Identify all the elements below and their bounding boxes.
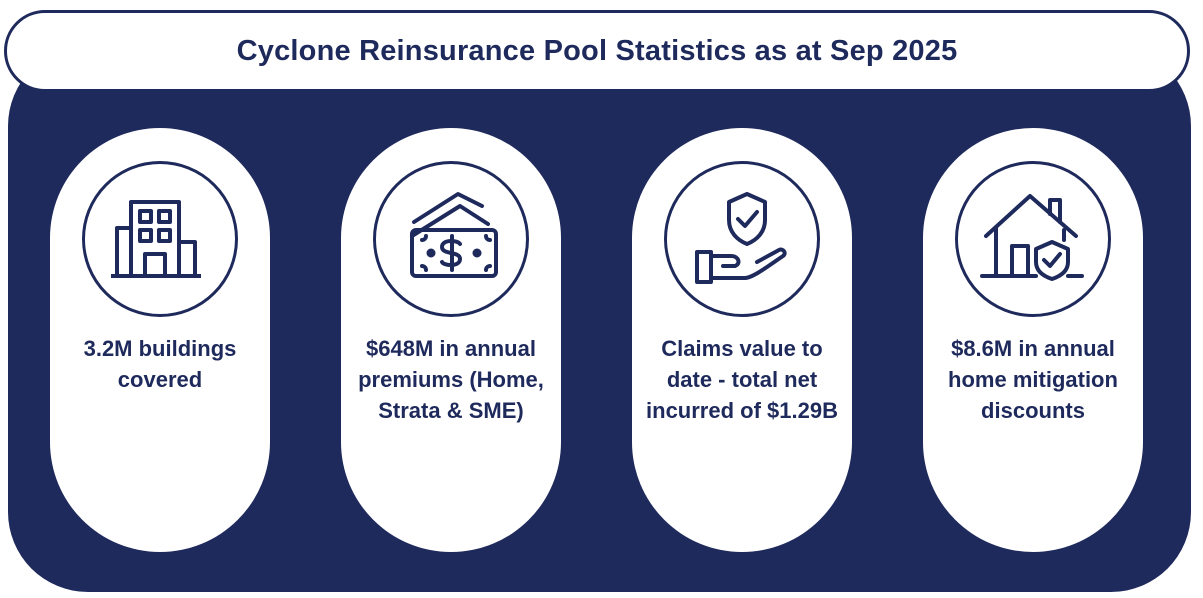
stat-card-claims: Claims value to date - total net incurre… <box>632 128 852 552</box>
stat-text: $648M in annual premiums (Home, Strata &… <box>358 336 544 423</box>
stat-text: Claims value to date - total net incurre… <box>646 336 838 423</box>
icon-circle <box>373 161 529 317</box>
icon-circle <box>955 161 1111 317</box>
house-shield-check-icon <box>980 194 1084 281</box>
stat-card-buildings: 3.2M buildings covered <box>50 128 270 552</box>
icon-circle <box>82 161 238 317</box>
icon-circle <box>664 161 820 317</box>
banknotes-dollar-icon <box>410 192 498 278</box>
page-title: Cyclone Reinsurance Pool Statistics as a… <box>236 34 958 67</box>
hand-shield-check-icon <box>695 192 787 284</box>
stat-text: $8.6M in annual home mitigation discount… <box>948 336 1118 423</box>
title-banner: Cyclone Reinsurance Pool Statistics as a… <box>4 10 1190 92</box>
stat-text: 3.2M buildings covered <box>83 336 237 392</box>
stat-card-premiums: $648M in annual premiums (Home, Strata &… <box>341 128 561 552</box>
stat-card-mitigation: $8.6M in annual home mitigation discount… <box>923 128 1143 552</box>
office-building-icon <box>111 200 201 278</box>
